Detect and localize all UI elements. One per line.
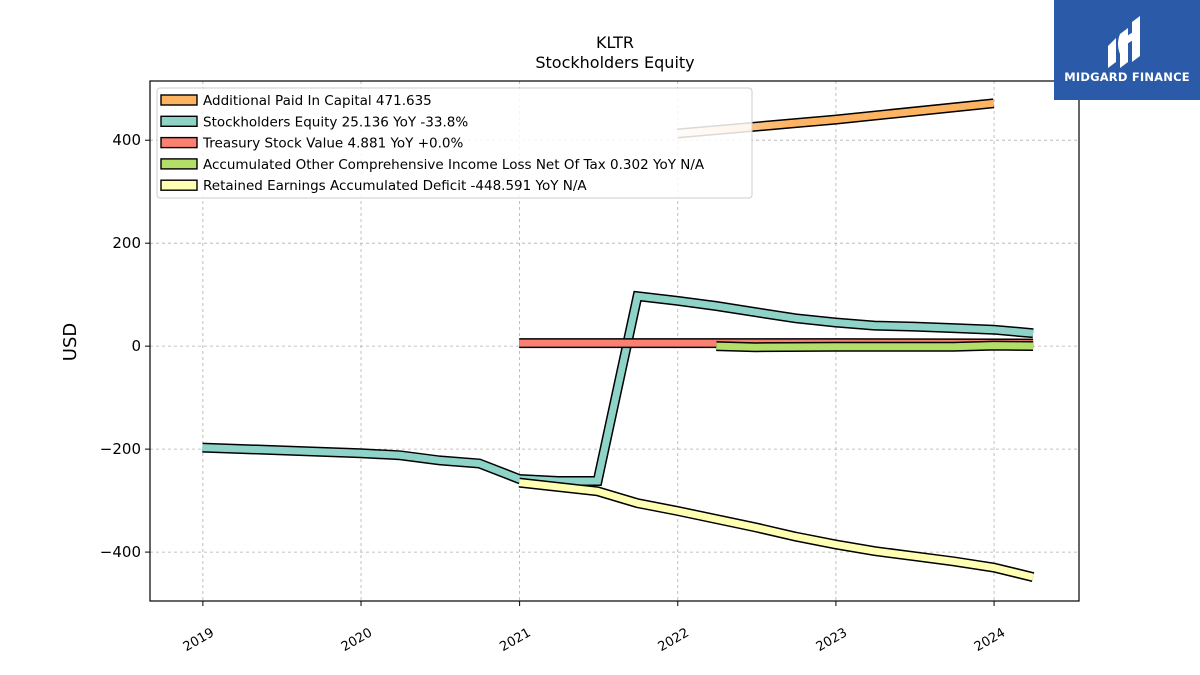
plot-frame: [149, 80, 1080, 602]
y-tick-label: 200: [112, 234, 141, 252]
x-tick-label: 2021: [497, 625, 533, 655]
y-tick-label: 400: [112, 131, 141, 149]
x-axis: 2019 2020 2021 2022 2023 2024: [181, 601, 1008, 655]
legend-swatch: [160, 136, 198, 149]
legend-swatch: [160, 179, 198, 191]
legend-entry: Additional Paid In Capital 471.635: [203, 93, 432, 109]
x-tick-label: 2024: [972, 625, 1008, 655]
x-tick-label: 2019: [181, 625, 217, 655]
brand-logo: MIDGARD FINANCE: [1054, 0, 1200, 100]
legend-entry: Accumulated Other Comprehensive Income L…: [203, 157, 705, 173]
y-tick-label: 0: [131, 337, 141, 355]
brand-name: MIDGARD FINANCE: [1064, 70, 1190, 84]
series-line: [518, 479, 1034, 581]
series-layer: [202, 98, 1035, 582]
chart-title: KLTR: [596, 33, 634, 52]
legend: Additional Paid In Capital 471.635 Stockh…: [156, 87, 753, 199]
y-axis-label: USD: [60, 323, 81, 361]
legend-entry: Stockholders Equity 25.136 YoY -33.8%: [203, 114, 468, 130]
x-tick-label: 2022: [656, 625, 692, 655]
legend-entry: Treasury Stock Value 4.881 YoY +0.0%: [202, 136, 464, 152]
legend-swatch: [160, 115, 198, 128]
y-axis: 400 200 0 −200 −400: [100, 131, 150, 561]
legend-entry: Retained Earnings Accumulated Deficit -4…: [203, 178, 587, 194]
y-tick-label: −400: [100, 543, 141, 561]
y-tick-label: −200: [100, 440, 141, 458]
legend-swatch: [160, 94, 198, 106]
midgard-logo-icon: [1108, 16, 1140, 68]
chart-subtitle: Stockholders Equity: [535, 53, 694, 72]
x-tick-label: 2020: [339, 625, 375, 655]
legend-swatch: [160, 158, 198, 170]
series-line: [716, 342, 1034, 351]
series-line: [202, 292, 1034, 485]
x-tick-label: 2023: [814, 625, 850, 655]
legend-box: [156, 87, 753, 199]
